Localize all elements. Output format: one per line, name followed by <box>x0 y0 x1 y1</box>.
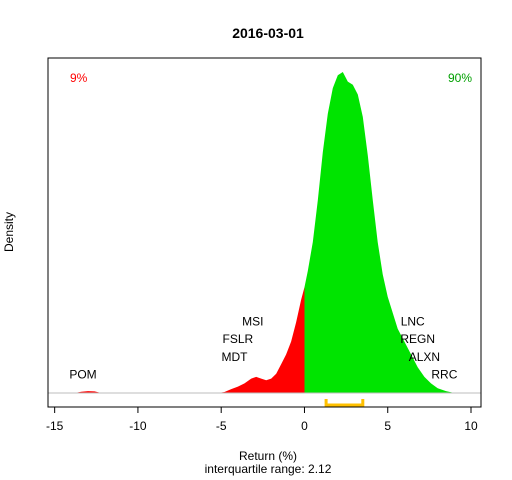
x-tick-label: -15 <box>46 419 64 433</box>
x-tick-label: -5 <box>216 419 227 433</box>
plot-frame <box>47 57 482 408</box>
x-tick-label: 10 <box>464 419 478 433</box>
chart-title: 2016-03-01 <box>232 25 304 41</box>
x-axis-label: Return (%) <box>239 449 297 463</box>
x-axis: -15 -10 -5 0 5 10 <box>46 407 478 433</box>
ticker-label-msi: MSI <box>242 315 263 329</box>
density-areas <box>74 72 455 393</box>
y-axis-label: Density <box>2 212 16 252</box>
negative-density-area <box>74 287 305 393</box>
ticker-label-fslr: FSLR <box>223 332 254 346</box>
right-percent-label: 90% <box>448 71 472 85</box>
x-tick-label: 5 <box>384 419 391 433</box>
iqr-bracket <box>324 399 365 407</box>
x-axis-sublabel: interquartile range: 2.12 <box>205 462 332 476</box>
left-percent-label: 9% <box>70 71 88 85</box>
ticker-label-regn: REGN <box>400 332 435 346</box>
ticker-label-pom: POM <box>69 368 96 382</box>
ticker-annotations: POM MDT FSLR MSI LNC REGN ALXN RRC <box>69 315 457 382</box>
x-tick-label: 0 <box>301 419 308 433</box>
iqr-bracket-line <box>324 399 365 407</box>
ticker-label-rrc: RRC <box>431 368 457 382</box>
ticker-label-lnc: LNC <box>401 315 425 329</box>
x-tick-label: -10 <box>129 419 147 433</box>
positive-density-area <box>304 72 455 393</box>
ticker-label-mdt: MDT <box>222 350 249 364</box>
ticker-label-alxn: ALXN <box>409 350 440 364</box>
